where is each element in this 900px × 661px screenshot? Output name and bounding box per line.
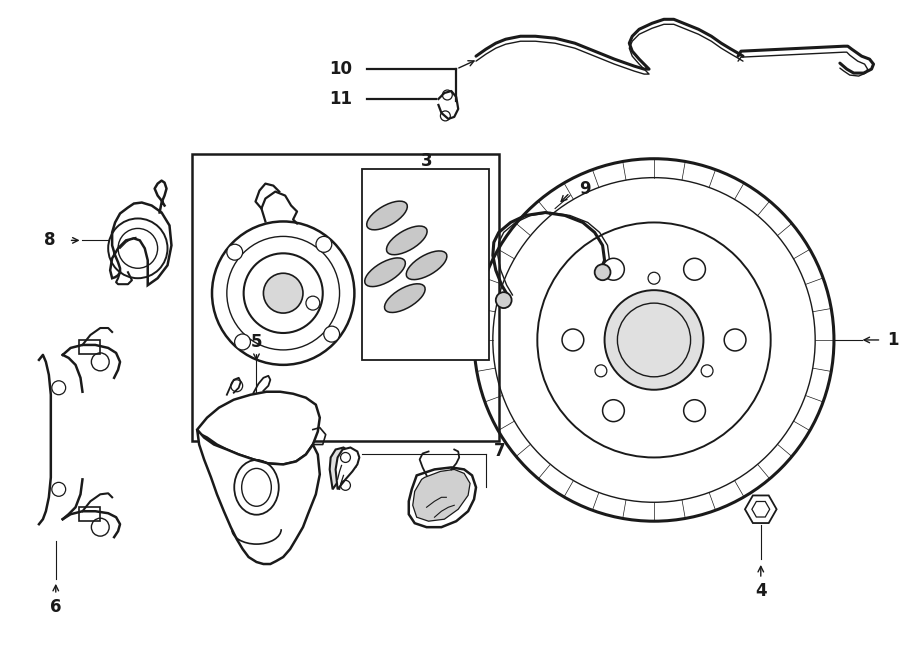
Circle shape	[92, 353, 109, 371]
Polygon shape	[409, 467, 476, 527]
Polygon shape	[197, 430, 320, 564]
Text: 4: 4	[755, 582, 767, 600]
Polygon shape	[110, 202, 172, 285]
Circle shape	[235, 334, 250, 350]
Text: 8: 8	[44, 231, 56, 249]
Text: 9: 9	[579, 180, 590, 198]
Circle shape	[724, 329, 746, 351]
Polygon shape	[413, 469, 470, 521]
Ellipse shape	[406, 251, 447, 280]
Polygon shape	[336, 447, 359, 489]
Ellipse shape	[386, 226, 427, 254]
Circle shape	[324, 326, 339, 342]
Circle shape	[603, 258, 625, 280]
Circle shape	[306, 296, 319, 310]
Text: 11: 11	[329, 90, 353, 108]
Circle shape	[52, 483, 66, 496]
Circle shape	[595, 365, 607, 377]
Circle shape	[605, 290, 704, 390]
Bar	[363, 169, 489, 360]
Circle shape	[648, 272, 660, 284]
Circle shape	[595, 264, 610, 280]
Circle shape	[684, 258, 706, 280]
Bar	[78, 507, 100, 521]
Circle shape	[92, 518, 109, 536]
Circle shape	[316, 237, 332, 253]
Polygon shape	[329, 447, 351, 489]
Text: 5: 5	[251, 333, 262, 351]
Ellipse shape	[366, 201, 408, 230]
Ellipse shape	[364, 258, 405, 287]
Circle shape	[52, 381, 66, 395]
Text: 7: 7	[494, 442, 506, 461]
Circle shape	[701, 365, 713, 377]
Circle shape	[496, 292, 511, 308]
Text: 3: 3	[421, 152, 432, 170]
Text: 2: 2	[302, 438, 314, 457]
Circle shape	[603, 400, 625, 422]
Circle shape	[227, 244, 243, 260]
Polygon shape	[197, 392, 320, 465]
Circle shape	[264, 273, 303, 313]
Circle shape	[562, 329, 584, 351]
Bar	[78, 340, 100, 354]
Text: 1: 1	[887, 331, 899, 349]
Text: 6: 6	[50, 598, 61, 616]
Ellipse shape	[384, 284, 425, 313]
Text: 10: 10	[329, 60, 353, 78]
Circle shape	[684, 400, 706, 422]
Bar	[193, 154, 499, 440]
